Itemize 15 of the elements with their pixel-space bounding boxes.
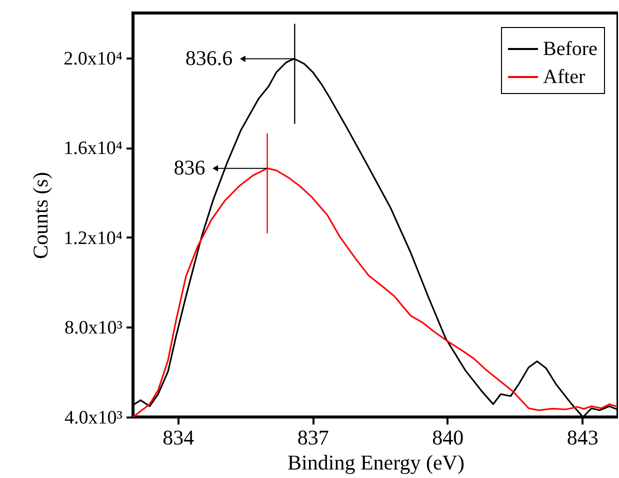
x-tick-label: 840 — [432, 426, 464, 450]
x-tick-label: 834 — [162, 426, 195, 450]
y-tick-label: 2.0x10⁴ — [64, 48, 123, 70]
annotation: 836.6 — [185, 46, 233, 70]
y-tick-label: 4.0x10³ — [64, 408, 123, 428]
legend-label: After — [543, 66, 586, 88]
annotation: 836 — [174, 155, 206, 180]
y-tick-label: 1.2x10⁴ — [64, 228, 123, 249]
x-tick-label: 837 — [297, 426, 329, 450]
y-tick-label: 8.0x10³ — [64, 318, 123, 339]
legend-label: Before — [543, 38, 598, 60]
y-axis-title: Counts (s) — [28, 172, 53, 259]
x-tick-label: 843 — [566, 426, 598, 450]
x-axis-title: Binding Energy (eV) — [288, 450, 464, 474]
y-tick-label: 1.6x10⁴ — [64, 138, 123, 160]
